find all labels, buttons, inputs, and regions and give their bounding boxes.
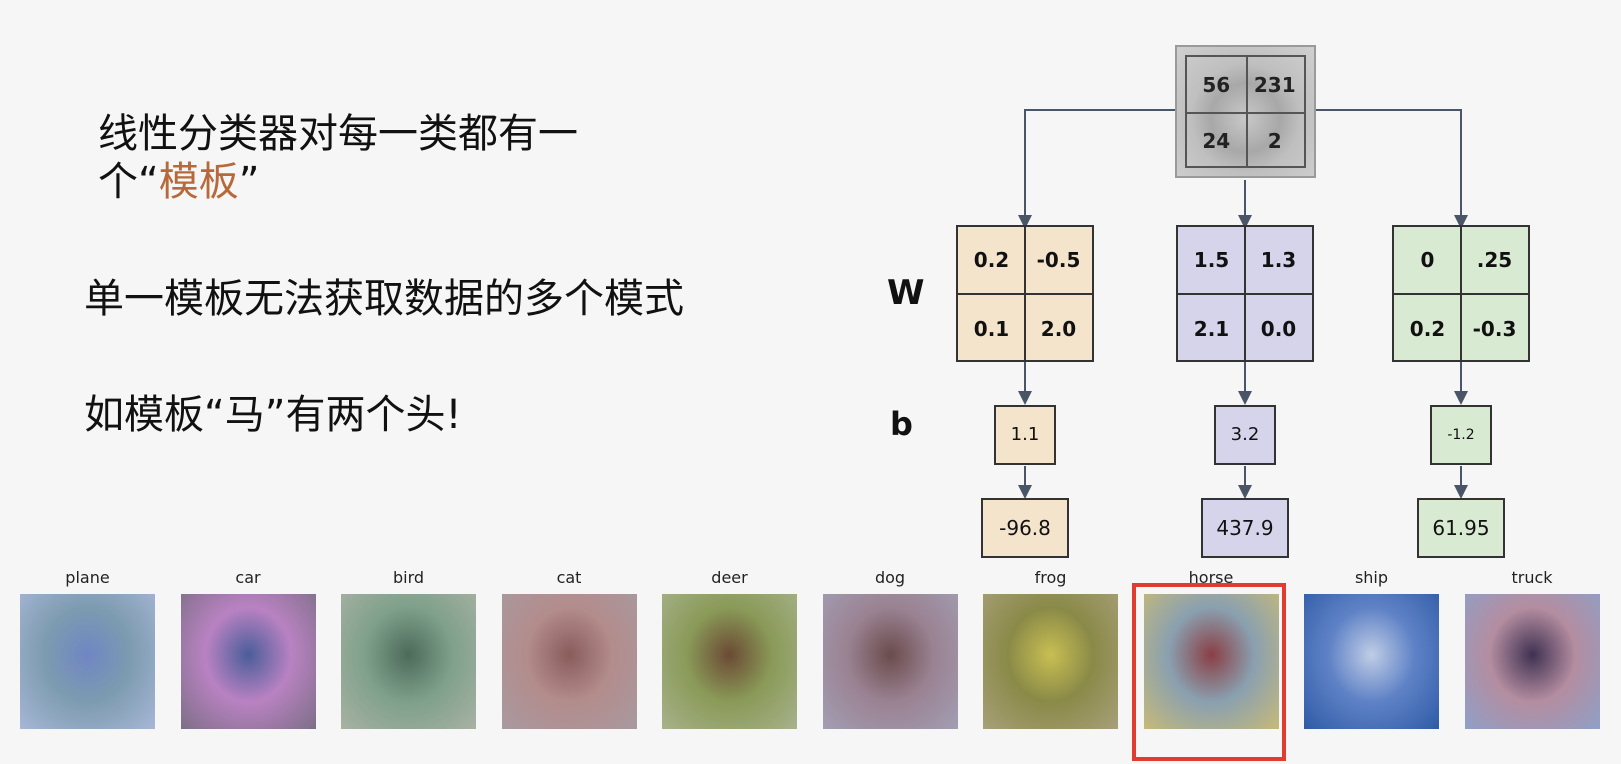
heading-text-a: 线性分类器对每一类都有一 [98, 111, 578, 157]
template-label: horse [1188, 568, 1234, 587]
template-image [1464, 594, 1600, 729]
template-label: ship [1354, 568, 1389, 587]
bias-box-class2: 3.2 [1214, 405, 1276, 465]
template-image [1304, 594, 1439, 729]
heading-text-b-suffix: ” [238, 159, 260, 205]
template-image [341, 594, 476, 729]
weight-value: 0.2 [1409, 317, 1446, 341]
class-templates: plane car bird cat deer dog frog horse ship truck [0, 566, 1621, 764]
weight-value: 1.3 [1260, 248, 1297, 272]
weight-value: 2.0 [1040, 317, 1077, 341]
weight-value: 0.2 [973, 248, 1010, 272]
weight-value: 0.1 [973, 317, 1010, 341]
template-image [501, 594, 637, 729]
template-label: car [235, 568, 261, 587]
template-image [180, 594, 316, 729]
score-box-class2: 437.9 [1201, 498, 1289, 558]
template-image [1143, 594, 1279, 729]
bias-box-class3: -1.2 [1430, 405, 1492, 465]
template-truck: truck [1464, 566, 1600, 729]
template-image [822, 594, 958, 729]
template-image [983, 594, 1118, 729]
weight-matrix-class3: 0 .25 0.2 -0.3 [1392, 225, 1530, 362]
weight-matrix-class2: 1.5 1.3 2.1 0.0 [1176, 225, 1314, 362]
arrow-input-to-class1 [1018, 109, 1175, 229]
input-cat-image: 56 231 24 2 [1175, 45, 1316, 178]
template-cat: cat [501, 566, 637, 729]
template-label: plane [65, 568, 110, 587]
template-ship: ship [1304, 566, 1439, 729]
heading-text-b-prefix: 个“ [98, 159, 159, 205]
bias-label: b [890, 405, 913, 443]
weight-value: 0 [1420, 248, 1435, 272]
score-box-class3: 61.95 [1417, 498, 1505, 558]
weight-value: 0.0 [1260, 317, 1297, 341]
arrow-input-to-class3 [1316, 109, 1468, 229]
template-label: frog [1034, 568, 1067, 587]
selected-template-frame [1132, 583, 1286, 761]
template-car: car [180, 566, 316, 729]
template-plane: plane [20, 566, 155, 729]
pixel-value: 56 [1202, 73, 1231, 97]
template-deer: deer [662, 566, 797, 729]
pixel-value: 231 [1253, 73, 1296, 97]
weight-value: 1.5 [1193, 248, 1230, 272]
statement-line-3: 如模板“马”有两个头! [84, 392, 462, 438]
template-image [662, 594, 797, 729]
weight-value: .25 [1476, 248, 1513, 272]
template-horse: horse [1143, 566, 1279, 729]
template-label: cat [556, 568, 582, 587]
weight-value: -0.3 [1472, 317, 1517, 341]
template-label: bird [392, 568, 425, 587]
weight-matrix-class1: 0.2 -0.5 0.1 2.0 [956, 225, 1094, 362]
heading-line-1: 线性分类器对每一类都有一 个“模板” [98, 110, 718, 206]
template-label: deer [711, 568, 748, 587]
score-box-class1: -96.8 [981, 498, 1069, 558]
weight-label: W [887, 273, 925, 313]
template-label: dog [874, 568, 906, 587]
weight-value: 2.1 [1193, 317, 1230, 341]
template-bird: bird [341, 566, 476, 729]
template-dog: dog [822, 566, 958, 729]
template-image [20, 594, 155, 729]
input-pixel-grid: 56 231 24 2 [1185, 55, 1306, 168]
template-frog: frog [983, 566, 1118, 729]
statement-line-2: 单一模板无法获取数据的多个模式 [84, 276, 684, 322]
bias-box-class1: 1.1 [994, 405, 1056, 465]
heading-highlight: 模板 [158, 159, 239, 205]
pixel-value: 24 [1202, 129, 1231, 153]
template-label: truck [1511, 568, 1553, 587]
weight-value: -0.5 [1036, 248, 1081, 272]
pixel-value: 2 [1267, 129, 1282, 153]
